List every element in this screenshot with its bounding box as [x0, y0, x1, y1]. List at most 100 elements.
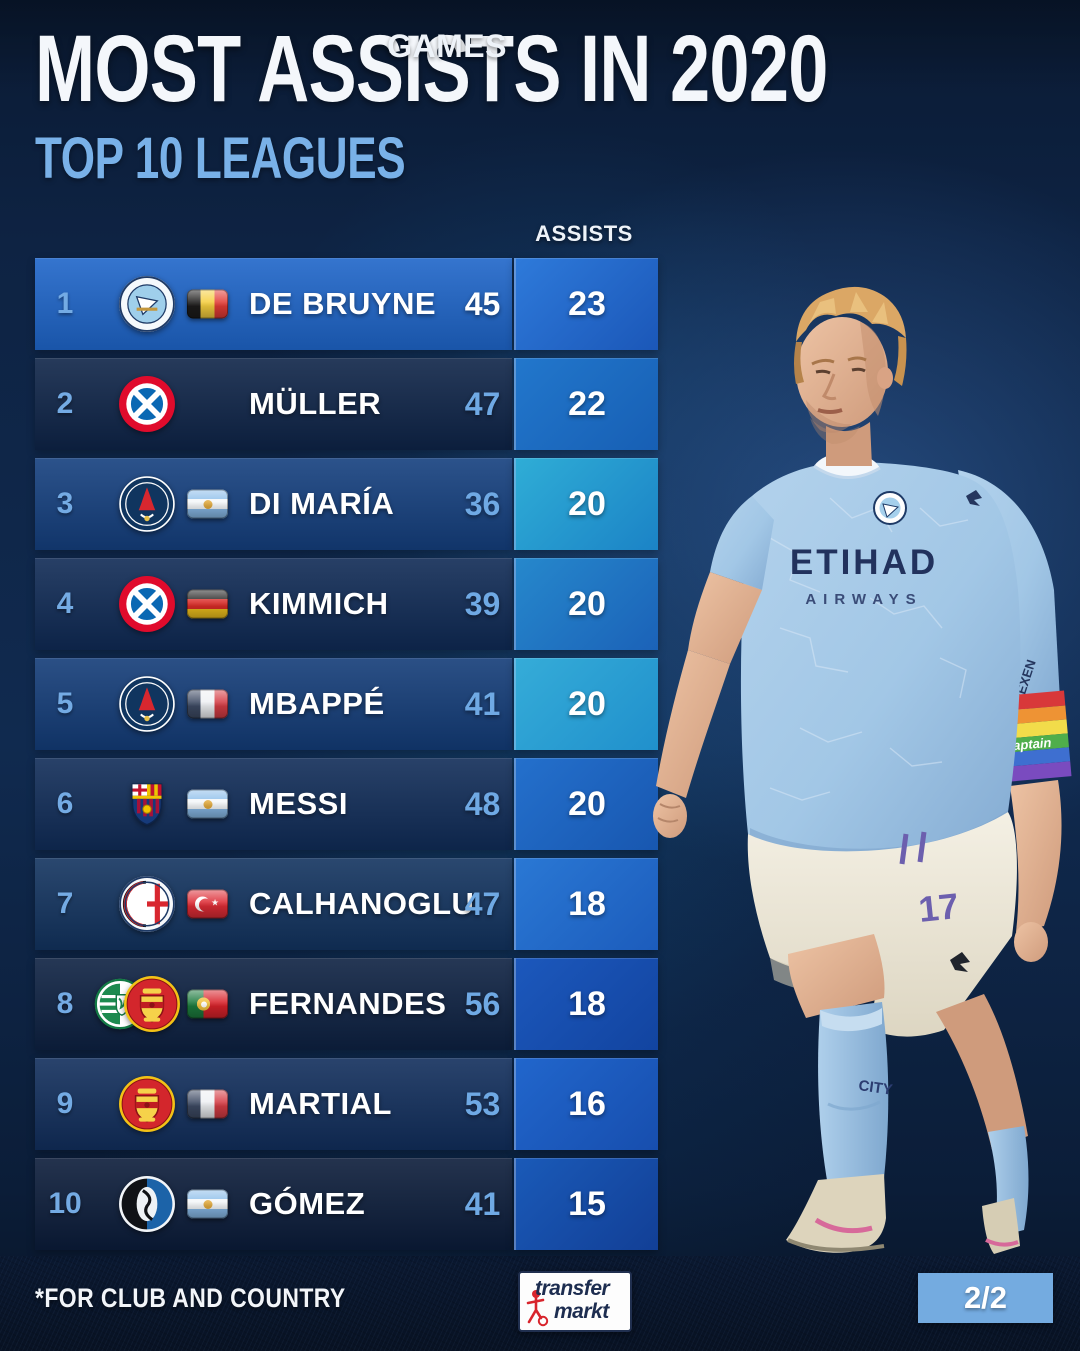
armband-captain-text: Captain	[1003, 735, 1052, 754]
puma-logo-shorts	[950, 952, 970, 972]
assists-cell: 20	[514, 758, 658, 850]
club-logo-barcelona-icon	[131, 783, 163, 826]
table-row: 5 ★ MBAPPÉ 41 20	[35, 658, 658, 750]
rank-label: 9	[56, 1087, 74, 1120]
player-row-band: 4 ★ KIMMICH 39	[35, 558, 512, 650]
jersey-crackle-pattern	[769, 497, 969, 801]
club-logos	[117, 774, 177, 834]
club-logos	[117, 874, 177, 934]
player-row-band: 5 ★ MBAPPÉ 41	[35, 658, 512, 750]
brand-text-bottom: markt	[554, 1300, 609, 1323]
flag-turkey-icon: ★	[187, 889, 228, 919]
games-value: 56	[464, 985, 501, 1022]
rank-label: 5	[56, 687, 74, 720]
player-name: CALHANOGLU	[249, 886, 475, 921]
shorts-drawcord	[899, 831, 927, 865]
club-logos	[117, 1074, 177, 1134]
shirt-sponsor-text: ETIHAD	[790, 543, 938, 582]
sleeve-sponsor-text: NEXEN	[1011, 658, 1039, 705]
assists-value: 20	[568, 784, 606, 823]
assists-value: 18	[568, 984, 606, 1023]
club-logos	[117, 374, 177, 434]
assists-value: 16	[568, 1084, 606, 1123]
page-title: MOST ASSISTS IN 2020	[35, 16, 828, 122]
table-row: 7 ★ CALHANOGLU 47 18	[35, 858, 658, 950]
flag-argentina-icon: ★	[187, 789, 228, 819]
club-logo-psg-icon	[119, 676, 175, 732]
assists-cell: 18	[514, 858, 658, 950]
rank-label: 2	[56, 387, 74, 420]
club-logo-mancity-icon	[119, 276, 175, 332]
club-logo-atalanta-icon	[119, 1176, 175, 1232]
games-value: 36	[464, 485, 501, 522]
rank-label: 7	[56, 887, 74, 920]
table-row: 1 ★ DE BRUYNE 45 23	[35, 258, 658, 350]
club-logo-manutd-icon	[119, 1076, 175, 1132]
player-row-band: 3 ★ DI MARÍA 36	[35, 458, 512, 550]
table-row: 2 MÜLLER 47 22	[35, 358, 658, 450]
player-name: MESSI	[249, 786, 348, 821]
table-row: 3 ★ DI MARÍA 36 20	[35, 458, 658, 550]
assists-cell: 18	[514, 958, 658, 1050]
player-name: MARTIAL	[249, 1086, 392, 1121]
rank-label: 8	[56, 987, 74, 1020]
rank-label: 1	[56, 287, 74, 320]
games-value: 53	[464, 1085, 501, 1122]
assists-value: 23	[568, 284, 606, 323]
player-name: FERNANDES	[249, 986, 447, 1021]
assists-cell: 20	[514, 558, 658, 650]
assists-value: 20	[568, 684, 606, 723]
games-value: 47	[464, 385, 501, 422]
player-row-band: 7 ★ CALHANOGLU 47	[35, 858, 512, 950]
brand-text-top: transfer	[535, 1277, 610, 1300]
player-row-band: 1 ★ DE BRUYNE 45	[35, 258, 512, 350]
assists-cell: 23	[514, 258, 658, 350]
sock-text: CITY	[857, 1077, 893, 1099]
player-name: MÜLLER	[249, 386, 382, 421]
player-name: DE BRUYNE	[249, 286, 437, 321]
page-indicator-badge: 2/2	[918, 1273, 1053, 1323]
table-row: 9 ★ MARTIAL 53 16	[35, 1058, 658, 1150]
flag-portugal-icon: ★	[187, 989, 228, 1019]
table-row: 4 ★ KIMMICH 39 20	[35, 558, 658, 650]
assists-cell: 20	[514, 458, 658, 550]
column-header-assists: ASSISTS	[535, 221, 633, 246]
club-logo-bayern-icon	[119, 376, 175, 432]
shirt-sponsor-subtext: AIRWAYS	[805, 591, 922, 608]
assists-value: 20	[568, 584, 606, 623]
player-illustration: NEXEN Captain	[653, 286, 1072, 1254]
games-value: 48	[464, 785, 501, 822]
club-logo-psg-icon	[119, 476, 175, 532]
player-name: GÓMEZ	[249, 1186, 366, 1221]
player-row-band: 9 ★ MARTIAL 53	[35, 1058, 512, 1150]
club-logo-acmilan-icon	[119, 876, 175, 932]
player-row-band: 6 ★ MESSI 48	[35, 758, 512, 850]
club-logos	[117, 574, 177, 634]
rank-label: 6	[56, 787, 74, 820]
club-logos	[94, 974, 180, 1034]
captain-armband: Captain	[982, 690, 1072, 784]
assists-cell: 15	[514, 1158, 658, 1250]
flag-belgium-icon: ★	[187, 289, 228, 319]
player-row-band: 2 MÜLLER 47	[35, 358, 512, 450]
table-row: 6 ★ MESSI 48 20	[35, 758, 658, 850]
assists-value: 18	[568, 884, 606, 923]
player-name: DI MARÍA	[249, 486, 395, 521]
rank-label: 4	[56, 587, 74, 620]
table-row: 8 ★ FERNANDES 56 18	[35, 958, 658, 1050]
club-logos	[117, 274, 177, 334]
player-name: MBAPPÉ	[249, 686, 385, 721]
rank-label: 10	[48, 1187, 82, 1220]
assists-cell: 20	[514, 658, 658, 750]
games-value: 39	[464, 585, 501, 622]
club-crest-badge	[873, 491, 907, 525]
player-name: KIMMICH	[249, 586, 389, 621]
club-logos	[117, 674, 177, 734]
assists-cell: 16	[514, 1058, 658, 1150]
transfermarkt-kicker-icon	[526, 1290, 549, 1327]
club-logos	[117, 474, 177, 534]
club-logos	[117, 1174, 177, 1234]
footnote: *FOR CLUB AND COUNTRY	[35, 1283, 346, 1313]
assists-value: 22	[568, 384, 606, 423]
